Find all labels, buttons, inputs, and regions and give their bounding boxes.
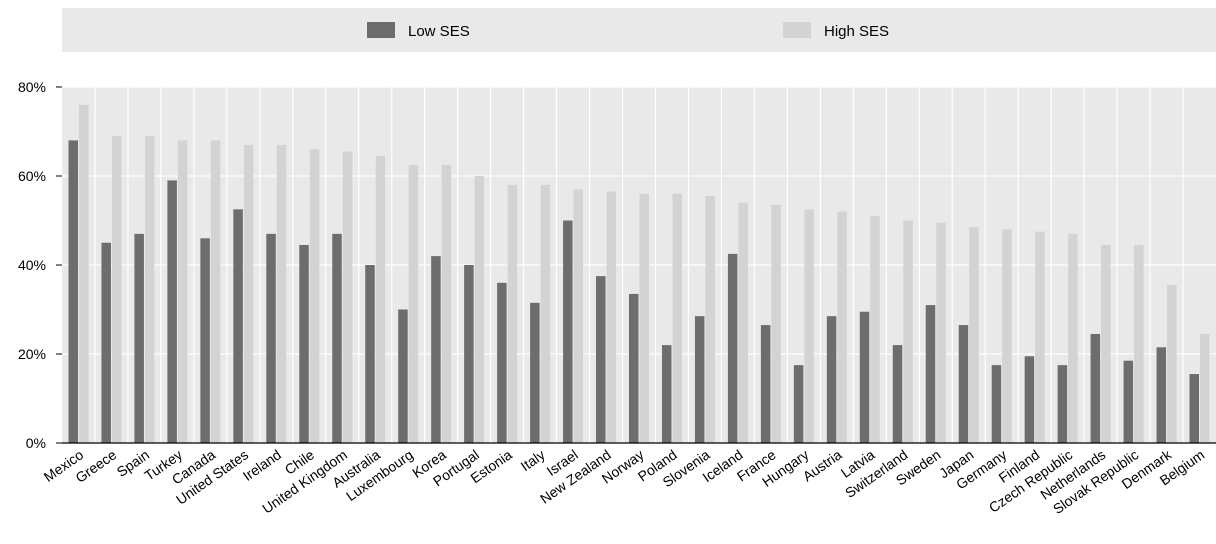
bar-low-ses: [1024, 356, 1035, 443]
bar-high-ses: [1002, 229, 1012, 443]
bar-low-ses: [497, 282, 507, 443]
bar-low-ses: [233, 209, 243, 444]
bar-low-ses: [958, 325, 969, 443]
y-tick-label: 80%: [18, 79, 46, 95]
bar-high-ses: [639, 193, 649, 443]
bar-high-ses: [606, 191, 617, 443]
bar-low-ses: [200, 238, 210, 443]
bar-low-ses: [1123, 360, 1134, 443]
y-tick-label: 40%: [18, 257, 46, 273]
bar-high-ses: [276, 144, 287, 443]
bar-low-ses: [530, 302, 540, 443]
bar-high-ses: [441, 164, 452, 444]
bar-high-ses: [309, 149, 320, 444]
bar-high-ses: [474, 176, 485, 443]
bar-high-ses: [111, 135, 122, 443]
legend-swatch-high-ses: [783, 22, 811, 38]
bar-low-ses: [596, 276, 606, 444]
bar-high-ses: [672, 193, 682, 443]
bar-low-ses: [563, 220, 573, 443]
bar-low-ses: [925, 305, 936, 443]
bar-high-ses: [1134, 244, 1144, 443]
bar-high-ses: [705, 196, 715, 443]
bar-high-ses: [1200, 333, 1210, 443]
bar-low-ses: [1090, 333, 1101, 443]
bar-high-ses: [903, 220, 913, 443]
bar-low-ses: [134, 233, 144, 443]
bar-low-ses: [365, 265, 375, 443]
bar-high-ses: [837, 211, 847, 443]
bar-high-ses: [177, 140, 188, 443]
bar-high-ses: [507, 184, 518, 443]
bar-low-ses: [727, 253, 738, 444]
bar-high-ses: [738, 202, 748, 443]
legend-label-low-ses: Low SES: [408, 23, 470, 40]
bar-low-ses: [398, 309, 408, 443]
bar-high-ses: [1167, 285, 1177, 443]
bar-low-ses: [332, 233, 342, 443]
legend-swatch-low-ses: [367, 22, 395, 38]
bar-high-ses: [210, 140, 221, 443]
bar-low-ses: [760, 325, 771, 443]
y-tick-label: 60%: [18, 168, 46, 184]
legend-box: [62, 8, 1216, 52]
legend: Low SES High SES: [367, 22, 889, 40]
bar-low-ses: [68, 140, 78, 443]
bar-low-ses: [299, 244, 309, 443]
bar-high-ses: [144, 135, 155, 443]
bar-low-ses: [892, 345, 903, 443]
bar-high-ses: [375, 155, 386, 443]
bar-low-ses: [431, 256, 441, 443]
y-tick-label: 0%: [26, 435, 46, 451]
x-tick-label: Italy: [518, 446, 548, 474]
bar-high-ses: [342, 151, 353, 443]
bar-low-ses: [464, 265, 474, 443]
bar-low-ses: [661, 345, 672, 443]
bar-low-ses: [826, 316, 837, 443]
bar-high-ses: [969, 227, 979, 443]
y-axis: 0% 20% 40% 60% 80%: [18, 79, 46, 451]
bar-high-ses: [936, 222, 946, 443]
bar-high-ses: [243, 144, 254, 443]
bar-low-ses: [991, 365, 1002, 444]
bar-low-ses: [1189, 374, 1200, 443]
y-tick-label: 20%: [18, 346, 46, 362]
bar-high-ses: [408, 164, 419, 444]
bar-high-ses: [1101, 244, 1111, 443]
bar-high-ses: [1035, 231, 1045, 444]
bar-low-ses: [1057, 365, 1068, 444]
bar-low-ses: [266, 233, 276, 443]
bar-low-ses: [101, 242, 111, 443]
bar-low-ses: [167, 180, 177, 443]
bar-high-ses: [1068, 233, 1078, 443]
bar-low-ses: [1156, 347, 1167, 443]
bar-low-ses: [629, 293, 639, 443]
bar-high-ses: [78, 104, 89, 444]
x-tick-label: Ireland: [240, 446, 284, 484]
bar-low-ses: [793, 365, 804, 444]
bar-high-ses: [573, 189, 584, 443]
bar-high-ses: [870, 216, 880, 443]
x-tick-label: Austria: [800, 446, 845, 484]
bar-high-ses: [540, 184, 551, 443]
bar-high-ses: [804, 209, 814, 444]
legend-label-high-ses: High SES: [824, 23, 889, 40]
bar-low-ses: [859, 311, 870, 443]
bars: [68, 104, 1210, 444]
grid-lines: [56, 86, 1216, 444]
bar-low-ses: [694, 316, 705, 443]
bar-high-ses: [771, 204, 781, 443]
